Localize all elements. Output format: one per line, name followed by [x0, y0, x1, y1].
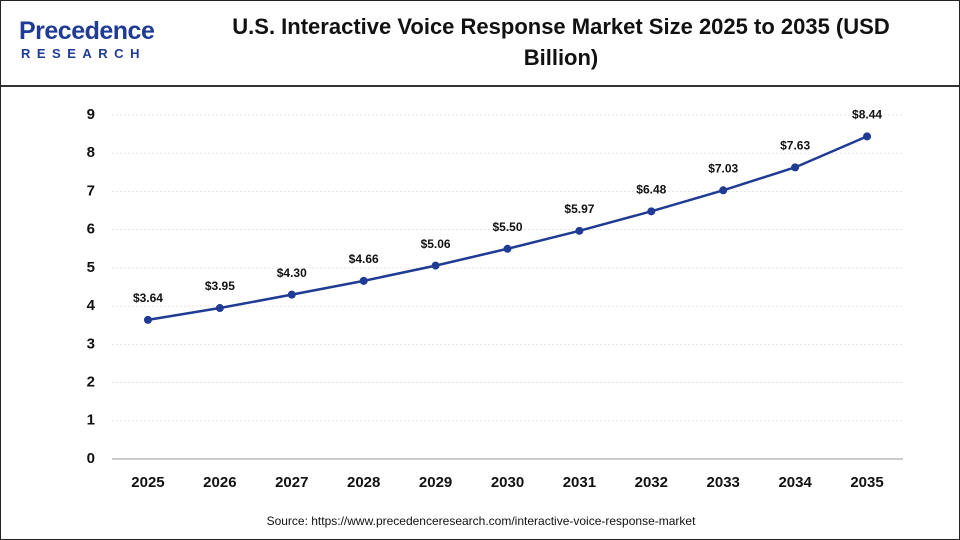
data-label: $4.30 [277, 266, 307, 280]
y-tick-label: 9 [87, 106, 95, 123]
source: Source: https://www.precedenceresearch.c… [267, 514, 697, 528]
x-tick-label: 2028 [347, 474, 380, 491]
y-tick-label: 0 [87, 450, 95, 467]
x-tick-label: 2030 [491, 474, 524, 491]
data-label: $6.48 [636, 182, 666, 196]
y-tick-label: 2 [87, 374, 95, 391]
data-point [143, 315, 152, 324]
data-label: $5.50 [492, 220, 522, 234]
x-tick-label: 2035 [850, 474, 883, 491]
data-label: $3.95 [205, 279, 235, 293]
data-label: $8.44 [852, 108, 882, 122]
x-tick-label: 2027 [275, 474, 308, 491]
data-point [719, 186, 728, 195]
data-point [431, 261, 440, 270]
header-rule [1, 85, 959, 87]
data-point [575, 226, 584, 235]
data-label: $5.97 [564, 202, 594, 216]
data-label: $5.06 [421, 237, 451, 251]
y-tick-label: 3 [87, 335, 95, 352]
y-tick-label: 8 [87, 144, 95, 161]
y-tick-label: 1 [87, 412, 95, 429]
data-point [791, 163, 800, 172]
data-label: $7.63 [780, 139, 810, 153]
y-tick-label: 5 [87, 259, 95, 276]
data-point [503, 244, 512, 253]
logo-name: Precedence [19, 17, 155, 45]
x-tick-label: 2031 [563, 474, 596, 491]
x-tick-label: 2032 [635, 474, 668, 491]
x-tick-label: 2033 [707, 474, 740, 491]
data-point [287, 290, 296, 299]
x-tick-label: 2026 [203, 474, 236, 491]
y-tick-label: 6 [87, 221, 95, 238]
data-point [647, 207, 656, 216]
data-point [359, 276, 368, 285]
logo-tagline: RESEARCH [21, 46, 146, 61]
y-tick-label: 7 [87, 182, 95, 199]
data-point [863, 132, 872, 141]
x-tick-label: 2025 [131, 474, 164, 491]
x-tick-label: 2034 [778, 474, 812, 491]
data-point [215, 304, 224, 313]
chart-title: U.S. Interactive Voice Response Market S… [232, 14, 890, 70]
x-tick-label: 2029 [419, 474, 452, 491]
y-tick-label: 4 [87, 297, 96, 314]
data-label: $7.03 [708, 161, 738, 175]
data-label: $3.64 [133, 291, 163, 305]
data-label: $4.66 [349, 252, 379, 266]
